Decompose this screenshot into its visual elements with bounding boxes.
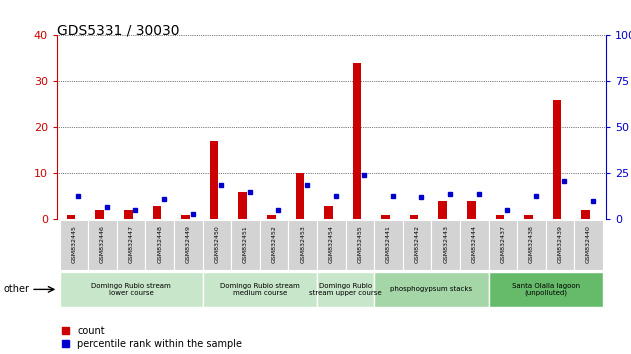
Bar: [153, 206, 161, 219]
FancyBboxPatch shape: [231, 220, 260, 270]
Bar: [439, 201, 447, 219]
FancyBboxPatch shape: [546, 220, 574, 270]
FancyBboxPatch shape: [117, 220, 145, 270]
Text: GSM832445: GSM832445: [71, 225, 76, 263]
Text: Domingo Rubio stream
lower course: Domingo Rubio stream lower course: [91, 283, 171, 296]
FancyBboxPatch shape: [317, 220, 346, 270]
Text: GSM832446: GSM832446: [100, 225, 105, 263]
Text: Santa Olalla lagoon
(unpolluted): Santa Olalla lagoon (unpolluted): [512, 282, 580, 296]
FancyBboxPatch shape: [460, 220, 488, 270]
Text: GSM832442: GSM832442: [415, 225, 420, 263]
Text: GSM832439: GSM832439: [558, 225, 562, 263]
FancyBboxPatch shape: [145, 220, 174, 270]
Bar: [95, 210, 104, 219]
FancyBboxPatch shape: [432, 220, 460, 270]
Text: GSM832440: GSM832440: [586, 225, 591, 263]
Bar: [553, 100, 562, 219]
Text: GSM832451: GSM832451: [243, 225, 248, 263]
FancyBboxPatch shape: [88, 220, 117, 270]
FancyBboxPatch shape: [574, 220, 603, 270]
Text: GSM832453: GSM832453: [300, 225, 305, 263]
FancyBboxPatch shape: [488, 272, 603, 307]
FancyBboxPatch shape: [60, 220, 88, 270]
Text: GSM832447: GSM832447: [129, 225, 134, 263]
Bar: [581, 210, 590, 219]
FancyBboxPatch shape: [203, 272, 317, 307]
Text: Domingo Rubio stream
medium course: Domingo Rubio stream medium course: [220, 283, 300, 296]
Bar: [524, 215, 533, 219]
Bar: [353, 63, 362, 219]
Text: GSM832444: GSM832444: [472, 225, 477, 263]
Bar: [467, 201, 476, 219]
Bar: [67, 215, 75, 219]
FancyBboxPatch shape: [203, 220, 231, 270]
Text: GSM832448: GSM832448: [157, 225, 162, 263]
Bar: [124, 210, 133, 219]
Text: GSM832449: GSM832449: [186, 225, 191, 263]
Text: Domingo Rubio
stream upper course: Domingo Rubio stream upper course: [309, 283, 382, 296]
FancyBboxPatch shape: [60, 272, 203, 307]
FancyBboxPatch shape: [288, 220, 317, 270]
Text: GDS5331 / 30030: GDS5331 / 30030: [57, 23, 179, 37]
Bar: [267, 215, 276, 219]
FancyBboxPatch shape: [174, 220, 203, 270]
Text: GSM832454: GSM832454: [329, 225, 334, 263]
FancyBboxPatch shape: [517, 220, 546, 270]
FancyBboxPatch shape: [260, 220, 288, 270]
Bar: [496, 215, 504, 219]
Text: GSM832438: GSM832438: [529, 225, 534, 263]
FancyBboxPatch shape: [488, 220, 517, 270]
FancyBboxPatch shape: [374, 272, 488, 307]
Bar: [324, 206, 333, 219]
Text: GSM832455: GSM832455: [357, 225, 362, 263]
Bar: [209, 141, 218, 219]
Text: GSM832437: GSM832437: [500, 225, 505, 263]
FancyBboxPatch shape: [403, 220, 432, 270]
Text: phosphogypsum stacks: phosphogypsum stacks: [391, 286, 473, 292]
FancyBboxPatch shape: [374, 220, 403, 270]
Legend: count, percentile rank within the sample: count, percentile rank within the sample: [62, 326, 242, 349]
Text: GSM832441: GSM832441: [386, 225, 391, 263]
Text: other: other: [3, 284, 29, 294]
FancyBboxPatch shape: [317, 272, 374, 307]
Bar: [295, 173, 304, 219]
Bar: [239, 192, 247, 219]
Text: GSM832452: GSM832452: [271, 225, 276, 263]
FancyBboxPatch shape: [346, 220, 374, 270]
Text: GSM832443: GSM832443: [443, 225, 448, 263]
Bar: [410, 215, 418, 219]
Bar: [181, 215, 190, 219]
Text: GSM832450: GSM832450: [215, 225, 220, 263]
Bar: [381, 215, 390, 219]
